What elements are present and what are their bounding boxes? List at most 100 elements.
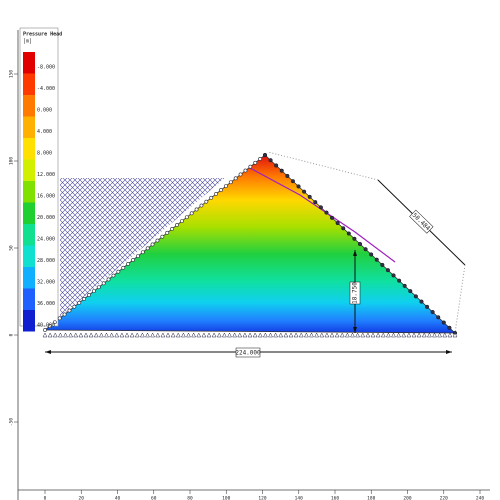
legend-label: 16.000 <box>37 193 55 199</box>
legend-swatch <box>23 245 35 267</box>
support <box>47 332 53 338</box>
legend-swatch <box>23 288 35 310</box>
node <box>430 310 435 315</box>
legend-swatch <box>23 95 35 117</box>
x-tick-label: 100 <box>222 496 230 500</box>
node <box>204 199 209 204</box>
x-tick-label: 60 <box>151 496 157 500</box>
support <box>88 332 94 338</box>
support <box>42 332 48 338</box>
support <box>257 332 263 338</box>
support <box>309 332 314 338</box>
support <box>432 332 437 338</box>
node <box>199 203 204 208</box>
node <box>131 258 135 262</box>
support <box>180 332 186 338</box>
support <box>360 332 366 338</box>
node <box>101 281 106 286</box>
legend-swatch <box>23 73 35 95</box>
support <box>242 332 248 338</box>
legend-label: 24.000 <box>37 236 55 242</box>
node <box>335 221 340 226</box>
support <box>211 332 217 338</box>
support <box>329 332 335 338</box>
support <box>109 332 115 338</box>
legend-title: Pressure Head <box>23 32 62 38</box>
node <box>253 160 258 165</box>
legend-swatch <box>23 159 35 181</box>
node <box>441 320 446 325</box>
support <box>78 332 84 338</box>
x-tick-label: 140 <box>295 496 303 500</box>
node <box>170 226 175 231</box>
node <box>62 312 67 317</box>
legend-swatch <box>23 267 35 289</box>
support <box>63 332 68 338</box>
support <box>411 332 417 338</box>
support <box>406 332 412 338</box>
legend-swatch <box>23 116 35 138</box>
node <box>214 191 219 196</box>
support <box>324 332 330 338</box>
legend-label: 40.000 <box>37 322 55 328</box>
node <box>262 152 268 158</box>
support <box>57 332 63 338</box>
support <box>129 332 135 338</box>
legend-label: 4.000 <box>37 129 52 135</box>
node <box>219 188 223 192</box>
node <box>43 328 47 332</box>
node <box>91 289 96 294</box>
support <box>114 332 120 338</box>
extension-line <box>267 151 379 181</box>
node <box>313 200 318 205</box>
node <box>318 205 323 210</box>
support <box>344 332 350 338</box>
node <box>145 246 150 251</box>
node <box>330 215 335 220</box>
support <box>98 332 104 338</box>
x-tick-label: 120 <box>258 496 266 500</box>
node <box>346 231 351 236</box>
support <box>288 332 294 338</box>
node <box>116 269 121 274</box>
support <box>262 332 268 338</box>
support <box>73 332 79 338</box>
legend-swatch <box>23 52 35 74</box>
legend-label: 28.000 <box>37 258 55 264</box>
support <box>104 332 109 338</box>
legend-label: 12.000 <box>37 172 55 178</box>
node <box>189 211 194 216</box>
node <box>307 194 312 199</box>
support <box>160 332 166 338</box>
support <box>334 332 340 338</box>
support <box>283 332 289 338</box>
support <box>175 332 181 338</box>
node <box>274 163 279 168</box>
x-tick-label: 80 <box>187 496 193 500</box>
legend-swatch <box>23 181 35 203</box>
support <box>416 332 422 338</box>
node <box>352 236 357 241</box>
support <box>119 332 125 338</box>
support <box>186 332 191 338</box>
node <box>243 168 248 173</box>
legend-label: -8.000 <box>37 64 55 70</box>
support <box>293 332 299 338</box>
support <box>145 332 150 338</box>
node <box>380 262 385 267</box>
y-tick-label: 0 <box>9 333 15 336</box>
node <box>135 254 140 259</box>
x-tick-label: 180 <box>367 496 375 500</box>
node <box>209 195 214 200</box>
y-tick-label: 100 <box>9 157 15 165</box>
support <box>237 332 243 338</box>
x-tick-label: 200 <box>403 496 411 500</box>
support <box>303 332 309 338</box>
dim-box <box>349 281 361 305</box>
support <box>124 332 130 338</box>
support <box>401 332 407 338</box>
support <box>252 332 258 338</box>
support <box>421 332 427 338</box>
support <box>247 332 253 338</box>
support <box>385 332 391 338</box>
